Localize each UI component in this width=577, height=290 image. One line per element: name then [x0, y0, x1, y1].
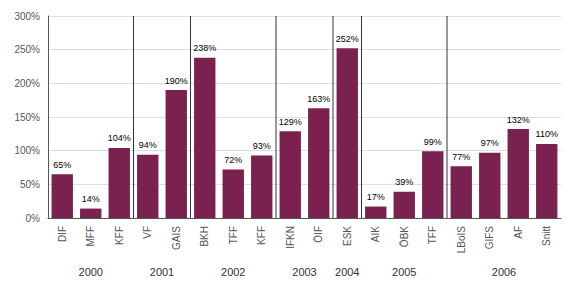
- svg-text:72%: 72%: [224, 155, 242, 165]
- svg-text:AF: AF: [513, 226, 524, 239]
- svg-text:97%: 97%: [481, 138, 499, 148]
- svg-text:39%: 39%: [395, 177, 413, 187]
- svg-text:2000: 2000: [79, 266, 103, 278]
- svg-text:150%: 150%: [14, 112, 40, 123]
- svg-text:Snitt: Snitt: [541, 226, 552, 246]
- svg-text:KFF: KFF: [114, 226, 125, 245]
- svg-text:LBoIS: LBoIS: [456, 226, 467, 254]
- svg-text:VF: VF: [142, 226, 153, 239]
- svg-text:ÖIF: ÖIF: [313, 226, 324, 243]
- svg-text:50%: 50%: [20, 179, 40, 190]
- svg-text:200%: 200%: [14, 78, 40, 89]
- svg-text:GAIS: GAIS: [171, 226, 182, 250]
- svg-text:2006: 2006: [492, 266, 516, 278]
- svg-text:0%: 0%: [26, 213, 41, 224]
- svg-text:129%: 129%: [279, 117, 302, 127]
- svg-text:AIK: AIK: [370, 226, 381, 242]
- svg-text:100%: 100%: [14, 145, 40, 156]
- svg-text:190%: 190%: [165, 76, 188, 86]
- svg-text:238%: 238%: [193, 43, 216, 53]
- svg-text:MFF: MFF: [85, 226, 96, 247]
- svg-text:2001: 2001: [150, 266, 174, 278]
- svg-text:65%: 65%: [53, 160, 71, 170]
- svg-text:110%: 110%: [536, 129, 558, 139]
- svg-text:300%: 300%: [14, 11, 40, 22]
- svg-text:DIF: DIF: [57, 226, 68, 242]
- svg-text:2003: 2003: [292, 266, 316, 278]
- svg-text:TFF: TFF: [228, 226, 239, 244]
- svg-text:BKH: BKH: [199, 226, 210, 247]
- svg-text:252%: 252%: [336, 34, 359, 44]
- svg-text:ÖBK: ÖBK: [399, 226, 410, 247]
- svg-text:TFF: TFF: [427, 226, 438, 244]
- svg-text:2004: 2004: [335, 266, 359, 278]
- svg-text:94%: 94%: [139, 140, 157, 150]
- svg-text:250%: 250%: [14, 44, 40, 55]
- svg-text:99%: 99%: [424, 137, 442, 147]
- svg-text:17%: 17%: [367, 192, 385, 202]
- svg-text:GIFS: GIFS: [484, 226, 495, 250]
- svg-text:104%: 104%: [108, 133, 131, 143]
- svg-text:77%: 77%: [452, 152, 470, 162]
- svg-text:132%: 132%: [507, 115, 530, 125]
- svg-text:163%: 163%: [307, 94, 330, 104]
- svg-text:2002: 2002: [221, 266, 245, 278]
- svg-text:93%: 93%: [253, 141, 271, 151]
- svg-text:14%: 14%: [82, 194, 100, 204]
- svg-text:KFF: KFF: [256, 226, 267, 245]
- svg-text:ESK: ESK: [342, 226, 353, 246]
- svg-text:2005: 2005: [392, 266, 416, 278]
- svg-text:IFKN: IFKN: [285, 226, 296, 249]
